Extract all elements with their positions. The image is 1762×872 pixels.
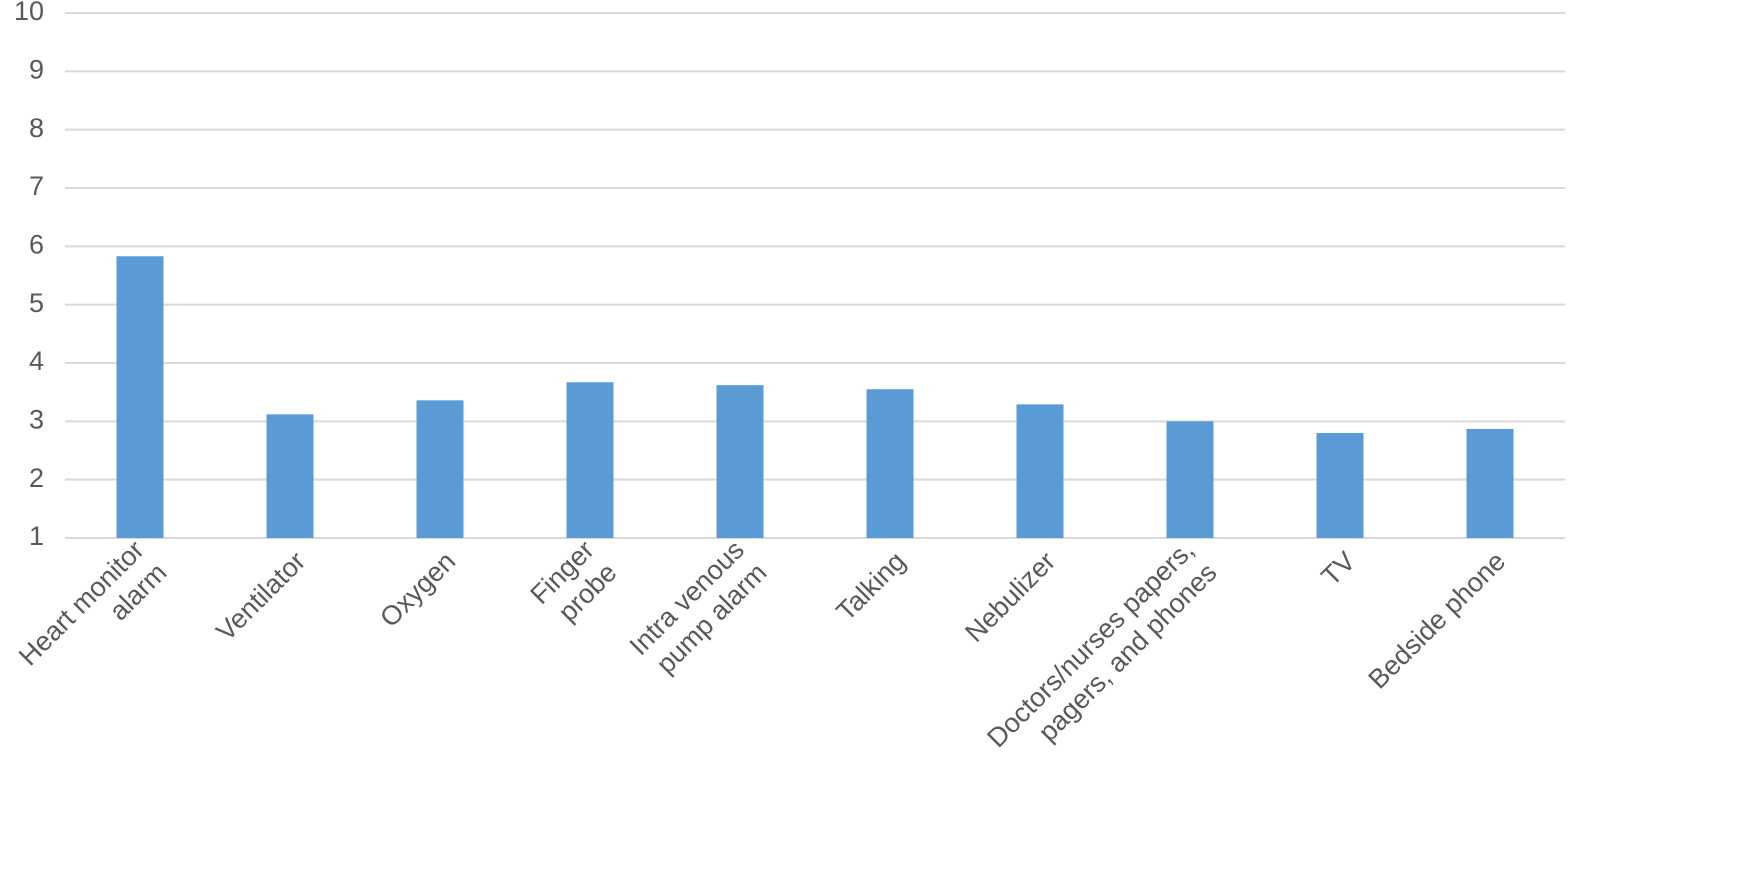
y-tick-label: 3 (29, 404, 44, 434)
x-tick-label: Nebulizer (959, 546, 1061, 648)
bar (1166, 421, 1214, 538)
x-tick-label-line: Oxygen (374, 546, 461, 633)
x-tick-label-line: Ventilator (210, 546, 311, 647)
bar (866, 389, 914, 538)
y-tick-label: 2 (29, 463, 44, 493)
x-tick-label: TV (1316, 546, 1362, 592)
bar (266, 414, 314, 538)
y-tick-label: 1 (29, 521, 44, 551)
x-tick-label: Bedside phone (1363, 546, 1512, 695)
x-tick-label-line: Nebulizer (959, 546, 1061, 648)
x-tick-label-line: Talking (831, 546, 912, 627)
bar (716, 385, 764, 538)
y-tick-label: 6 (29, 229, 44, 259)
y-tick-label: 7 (29, 171, 44, 201)
y-tick-label: 9 (29, 54, 44, 84)
bar (1316, 433, 1364, 538)
x-tick-label: Intra venouspump alarm (624, 535, 773, 684)
x-tick-label-line: Bedside phone (1363, 546, 1512, 695)
y-tick-label: 4 (29, 346, 44, 376)
x-tick-label: Fingerprobe (525, 535, 623, 633)
bar (566, 382, 614, 538)
y-tick-label: 5 (29, 288, 44, 318)
bar (1016, 404, 1064, 538)
x-tick-label-line: Doctors/nurses papers, (981, 535, 1200, 754)
x-tick-label-line: TV (1316, 546, 1362, 592)
y-tick-label: 10 (14, 0, 44, 26)
bar (416, 400, 464, 538)
x-tick-label: Oxygen (374, 546, 461, 633)
y-tick-label: 8 (29, 113, 44, 143)
x-tick-label: Heart monitoralarm (13, 535, 172, 694)
x-tick-label: Ventilator (210, 546, 311, 647)
bar (116, 256, 164, 538)
bar (1466, 428, 1514, 538)
x-tick-label: Talking (831, 546, 912, 627)
